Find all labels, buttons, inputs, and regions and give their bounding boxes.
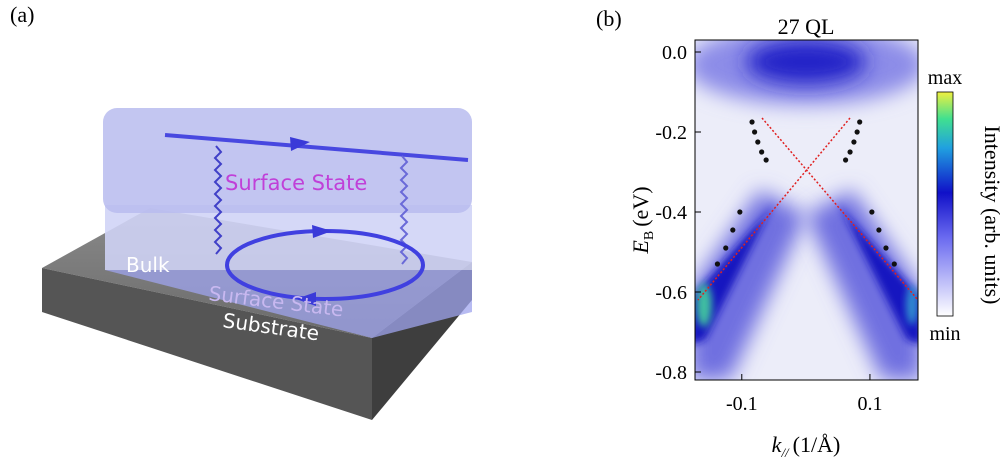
dispersion-point bbox=[730, 227, 736, 233]
spectrum bbox=[695, 40, 918, 380]
dispersion-point bbox=[723, 245, 729, 251]
scattering bbox=[213, 145, 223, 255]
arrow bbox=[296, 292, 316, 306]
dispersion-point bbox=[842, 157, 849, 163]
dispersion-point bbox=[854, 129, 860, 135]
dispersion-point bbox=[749, 119, 755, 125]
dispersion-point bbox=[851, 139, 857, 145]
colorbar-label: Intensity (arb. units) bbox=[980, 125, 1000, 304]
dispersion-point bbox=[751, 129, 758, 135]
y-tick-label: -0.4 bbox=[655, 202, 687, 224]
dispersion-point bbox=[869, 209, 875, 215]
dispersion-point bbox=[847, 149, 853, 155]
label: Bulk bbox=[126, 253, 170, 277]
colorbar bbox=[936, 91, 954, 317]
plot-title: 27 QL bbox=[778, 14, 835, 39]
panel-b: (b) 27 QL EB(eV) k//(1/Å) max min Intens… bbox=[596, 6, 1000, 460]
top-film bbox=[103, 108, 472, 213]
y-axis-label: EB(eV) bbox=[628, 186, 657, 254]
dispersion-point bbox=[763, 157, 769, 163]
dispersion-point bbox=[857, 119, 863, 125]
substrate-front bbox=[42, 268, 372, 420]
y-tick-label: -0.6 bbox=[655, 282, 687, 304]
dispersion-point bbox=[876, 227, 882, 233]
x-axis-label: k//(1/Å) bbox=[772, 432, 841, 460]
y-tick-label: 0.0 bbox=[662, 42, 687, 64]
y-tick-label: -0.2 bbox=[655, 122, 687, 144]
arrow bbox=[312, 225, 332, 238]
panel-a: (a) Surface State Bulk Surface State Sub… bbox=[10, 2, 472, 420]
fit-line bbox=[697, 117, 851, 301]
dispersion-point bbox=[759, 149, 765, 155]
dispersion-point bbox=[737, 209, 743, 215]
arrow bbox=[290, 137, 310, 151]
dispersion-point bbox=[755, 139, 761, 145]
panel-label: (a) bbox=[10, 2, 34, 27]
x-tick-label: 0.1 bbox=[857, 393, 882, 415]
y-tick-label: -0.8 bbox=[655, 362, 687, 384]
colorbar-max: max bbox=[928, 67, 962, 89]
plot-frame bbox=[694, 39, 919, 381]
dispersion-point bbox=[883, 245, 889, 251]
colorbar-min: min bbox=[929, 323, 960, 345]
label: Surface State bbox=[225, 171, 367, 195]
dispersion-point bbox=[891, 261, 897, 267]
x-tick-label: -0.1 bbox=[726, 393, 758, 415]
edge-current bbox=[164, 133, 469, 162]
dispersion-point bbox=[714, 261, 721, 267]
panel-label: (b) bbox=[596, 6, 622, 31]
